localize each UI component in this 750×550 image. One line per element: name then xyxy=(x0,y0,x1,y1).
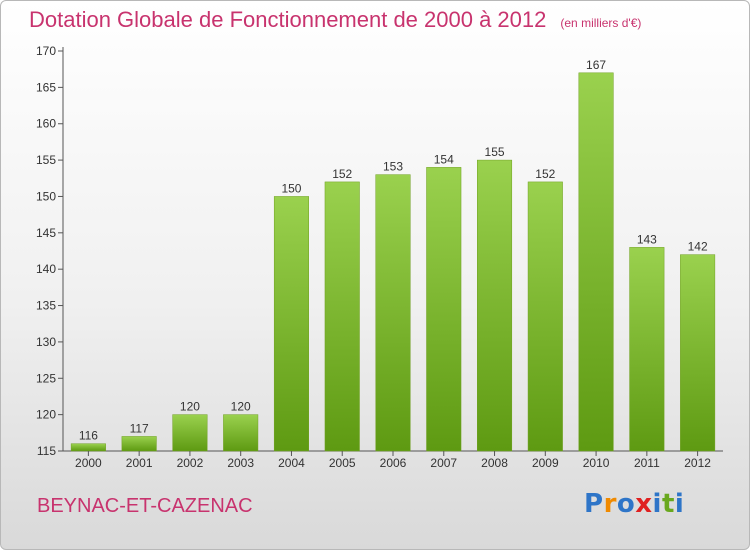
y-tick-label: 150 xyxy=(36,189,56,203)
logo-letter: r xyxy=(603,489,617,519)
x-tick-label: 2001 xyxy=(126,456,153,470)
x-tick-label: 2007 xyxy=(430,456,457,470)
proxiti-logo: Proxiti xyxy=(584,489,684,519)
chart-title-text: Dotation Globale de Fonctionnement de 20… xyxy=(29,7,547,32)
logo-letter: o xyxy=(616,489,636,519)
bar xyxy=(426,167,462,452)
bar xyxy=(629,247,665,452)
x-tick-label: 2002 xyxy=(177,456,204,470)
y-tick-label: 130 xyxy=(36,335,56,349)
logo-letter: i xyxy=(674,489,685,519)
x-tick-label: 2000 xyxy=(75,456,102,470)
bar-value-label: 143 xyxy=(637,232,657,246)
bar-value-label: 120 xyxy=(231,400,251,414)
bar-value-label: 152 xyxy=(535,167,555,181)
bar-value-label: 150 xyxy=(281,181,301,195)
x-tick-label: 2011 xyxy=(634,456,660,470)
y-tick-label: 145 xyxy=(36,226,56,240)
logo-letter: i xyxy=(652,489,662,519)
y-tick-label: 170 xyxy=(36,44,56,58)
logo-letter: x xyxy=(635,489,653,519)
logo-letter: P xyxy=(584,489,604,519)
y-tick-label: 165 xyxy=(36,80,56,94)
chart-subtitle: (en milliers d'€) xyxy=(560,16,642,30)
bar-value-label: 142 xyxy=(688,240,708,254)
bar xyxy=(477,159,513,452)
bar-value-label: 155 xyxy=(485,145,505,159)
bar-value-label: 116 xyxy=(79,429,98,443)
bar-value-label: 117 xyxy=(130,421,149,435)
x-tick-label: 2009 xyxy=(532,456,559,470)
x-tick-label: 2008 xyxy=(481,456,508,470)
x-tick-label: 2006 xyxy=(380,456,407,470)
x-tick-label: 2003 xyxy=(227,456,254,470)
bar xyxy=(172,414,208,452)
bar xyxy=(578,72,614,452)
y-tick-label: 135 xyxy=(36,299,56,313)
bar xyxy=(680,254,716,452)
bar xyxy=(527,181,563,452)
x-tick-label: 2004 xyxy=(278,456,305,470)
bar-value-label: 167 xyxy=(586,58,606,72)
logo-letter: t xyxy=(661,489,675,519)
bar xyxy=(375,174,411,452)
x-tick-label: 2005 xyxy=(329,456,356,470)
x-tick-label: 2012 xyxy=(684,456,711,470)
bar-value-label: 152 xyxy=(332,167,352,181)
commune-name: BEYNAC-ET-CAZENAC xyxy=(37,495,253,517)
chart-title: Dotation Globale de Fonctionnement de 20… xyxy=(29,7,641,33)
bar xyxy=(324,181,360,452)
bar-value-label: 154 xyxy=(434,152,454,166)
y-tick-label: 120 xyxy=(36,408,56,422)
y-tick-label: 140 xyxy=(36,262,56,276)
bar xyxy=(70,443,106,452)
y-tick-label: 160 xyxy=(36,117,56,131)
bar xyxy=(223,414,259,452)
y-tick-label: 115 xyxy=(37,444,56,458)
y-tick-label: 155 xyxy=(36,153,56,167)
bar xyxy=(121,436,157,452)
x-tick-label: 2010 xyxy=(583,456,610,470)
bar-value-label: 153 xyxy=(383,160,403,174)
bar xyxy=(273,196,309,452)
y-tick-label: 125 xyxy=(36,371,56,385)
bar-value-label: 120 xyxy=(180,400,200,414)
